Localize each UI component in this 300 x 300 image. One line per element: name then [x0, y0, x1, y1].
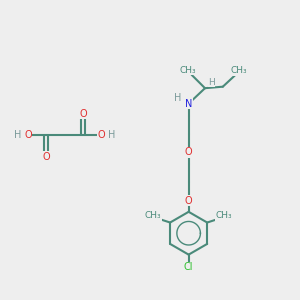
Text: O: O	[79, 109, 87, 119]
Text: N: N	[185, 99, 192, 109]
Text: O: O	[42, 152, 50, 161]
Text: CH₃: CH₃	[180, 66, 196, 75]
Text: Cl: Cl	[184, 262, 194, 272]
Text: H: H	[108, 130, 115, 140]
Text: H: H	[14, 130, 21, 140]
Text: O: O	[185, 196, 193, 206]
Text: CH₃: CH₃	[216, 211, 232, 220]
Text: O: O	[24, 130, 32, 140]
Text: CH₃: CH₃	[145, 211, 161, 220]
Text: H: H	[174, 93, 181, 103]
Text: O: O	[185, 147, 193, 158]
Text: O: O	[97, 130, 105, 140]
Text: CH₃: CH₃	[231, 66, 247, 75]
Text: H: H	[208, 78, 215, 87]
